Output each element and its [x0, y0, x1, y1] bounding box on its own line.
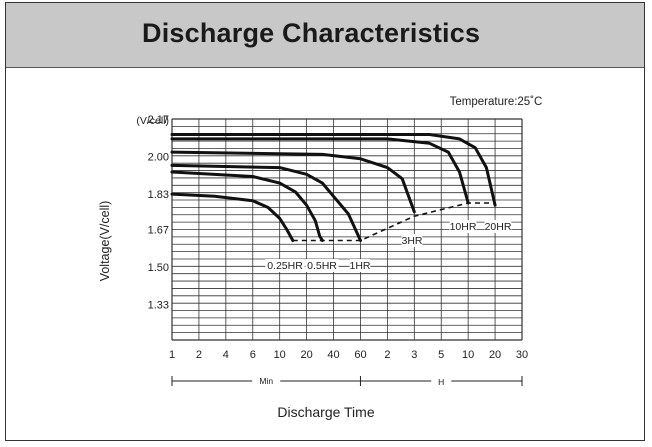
x-tick-label: 40	[327, 349, 339, 361]
series-label-10hr: 10HR	[450, 221, 477, 233]
x-tick-label: 4	[223, 349, 229, 361]
series-label-20hr: 20HR	[485, 221, 512, 233]
x-tick-label: 1	[169, 349, 175, 361]
y-tick-label: 2.17	[148, 114, 169, 126]
series-line-0.25hr	[170, 192, 295, 242]
series-label-bg	[349, 259, 371, 272]
temperature-annotation: Temperature:25˚C	[450, 96, 543, 108]
y-axis-label: Voltage(V/cell)	[98, 201, 112, 282]
x-tick-label: 5	[438, 349, 444, 361]
series-label-bg	[305, 259, 339, 272]
header-bar: Discharge Characteristics	[6, 3, 644, 68]
x-tick-label: 30	[516, 349, 528, 361]
x-tick-label: 60	[354, 349, 366, 361]
series-label-0.5hr: 0.5HR	[307, 260, 337, 272]
series-label-bg	[449, 220, 477, 233]
y-tick-label: 1.83	[148, 189, 169, 201]
x-tick-label: 6	[250, 349, 256, 361]
series-label-bg	[401, 234, 423, 247]
x-tick-label: 2	[384, 349, 390, 361]
x-tick-label: 10	[462, 349, 474, 361]
x-tick-label: 10	[274, 349, 286, 361]
series-label-1hr: 1HR	[349, 260, 370, 272]
x-axis-label: Discharge Time	[277, 404, 374, 420]
y-tick-label: 1.50	[148, 262, 169, 274]
x-tick-label: 20	[300, 349, 312, 361]
series-label-bg	[265, 259, 305, 272]
series-line-0.5hr	[170, 170, 324, 242]
page-title: Discharge Characteristics	[142, 18, 481, 48]
series-line-3hr	[170, 150, 416, 214]
y-unit-label: (V/cell)	[136, 115, 169, 127]
segment-label-min: Min	[259, 376, 273, 386]
series-label-bg	[484, 220, 512, 233]
x-tick-label: 2	[196, 349, 202, 361]
series-label-3hr: 3HR	[401, 235, 422, 247]
series-label-0.25hr: 0.25HR	[267, 260, 303, 272]
x-tick-label: 20	[489, 349, 501, 361]
segment-label-bg	[252, 374, 281, 388]
segment-label-hour: H	[438, 377, 444, 387]
cutoff-voltage-line	[292, 202, 496, 242]
series-line-20hr	[170, 133, 497, 207]
series-line-10hr	[170, 137, 470, 205]
y-tick-label: 2.00	[148, 152, 169, 164]
series-line-1hr	[170, 163, 362, 242]
segment-label-bg	[431, 374, 452, 388]
chart-frame: Discharge Characteristics	[5, 2, 645, 441]
y-tick-label: 1.67	[148, 225, 169, 237]
x-tick-label: 3	[411, 349, 417, 361]
y-tick-label: 1.33	[148, 300, 169, 312]
